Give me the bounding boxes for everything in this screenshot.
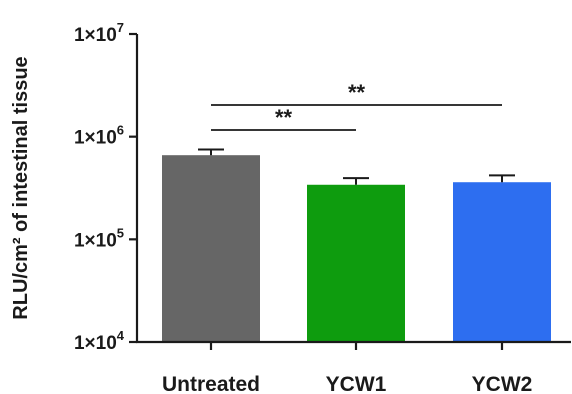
- bar-ycw2: [453, 182, 551, 342]
- y-axis-title: RLU/cm² of intestinal tissue: [10, 56, 32, 319]
- x-tick-label: YCW2: [472, 373, 533, 394]
- error-bar: [198, 148, 224, 156]
- error-bar: [489, 174, 515, 183]
- x-tick-label: Untreated: [162, 373, 260, 394]
- bars: [162, 155, 551, 342]
- significance-annotations: ** **: [211, 80, 502, 131]
- y-tick-label: 1×106: [74, 123, 124, 149]
- y-tick-label: 1×105: [74, 225, 124, 251]
- y-tick-label: 1×104: [74, 328, 125, 354]
- y-tick-label: 1×107: [74, 20, 124, 46]
- significance-label: **: [348, 80, 366, 105]
- x-tick-label: YCW1: [326, 373, 387, 394]
- axes: [135, 34, 571, 344]
- bar-untreated: [162, 155, 260, 342]
- error-bars: [198, 148, 515, 185]
- significance-label: **: [275, 105, 293, 130]
- y-axis-ticks: 1×104 1×105 1×106 1×107: [74, 20, 137, 354]
- bar-ycw1: [307, 184, 405, 342]
- error-bar: [343, 177, 369, 185]
- x-axis-ticks: Untreated YCW1 YCW2: [162, 342, 532, 394]
